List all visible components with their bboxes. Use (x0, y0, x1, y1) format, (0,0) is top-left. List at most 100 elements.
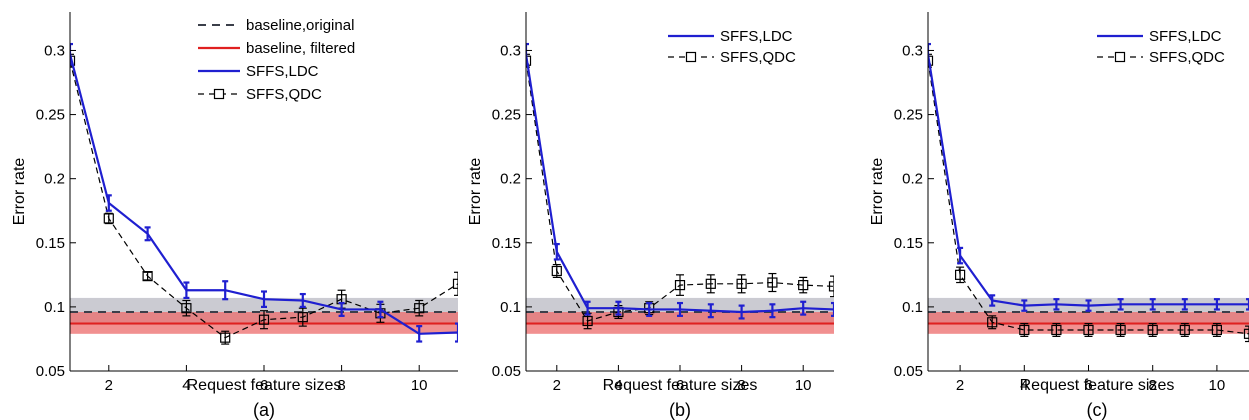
errorbar-qdc (706, 274, 715, 294)
data-point-qdc (928, 55, 934, 66)
errorbar-qdc (415, 299, 424, 317)
legend-label: SFFS,QDC (720, 49, 796, 66)
plot-content (70, 42, 458, 345)
data-point-qdc (1211, 324, 1223, 336)
y-axis-label: Error rate (11, 158, 28, 226)
x-tick-label: 10 (1209, 377, 1226, 394)
plot-area: 0.050.10.150.20.250.32 4 6 8 10SFFS,LDCSFFS,… (894, 12, 1249, 394)
legend-item: SFFS,LDC (1097, 28, 1222, 45)
y-tick-label: 0.05 (36, 363, 65, 380)
legend-item: SFFS,QDC (1097, 49, 1225, 66)
data-point-qdc (1179, 324, 1190, 336)
x-tick-label: 8 (1149, 377, 1157, 394)
legend-label: baseline,original (246, 17, 354, 34)
y-tick-label: 0.3 (902, 42, 923, 59)
plot-content (526, 42, 834, 334)
data-point-qdc (181, 303, 192, 314)
data-point-qdc (1243, 328, 1249, 339)
legend: SFFS,LDC SFFS,QDC (668, 28, 796, 66)
data-point-qdc (258, 314, 270, 325)
x-tick-label: 4 (614, 377, 622, 394)
x-tick-label: 2 (956, 377, 964, 394)
y-tick-label: 0.15 (36, 235, 65, 252)
errorbar-ldc (455, 322, 458, 343)
data-point-qdc (1019, 324, 1030, 336)
y-tick-label: 0.25 (894, 107, 923, 124)
x-tick-label: 10 (795, 377, 812, 394)
x-tick-label: 6 (1084, 377, 1092, 394)
series-line-ldc (928, 54, 1249, 307)
axes: 0.05 0.1 0.15 0.2 0.25 0.3 2 4 6 8 10 (492, 12, 834, 394)
data-point-qdc (551, 265, 562, 277)
errorbar-qdc (298, 307, 307, 327)
data-point-qdc (452, 278, 458, 289)
y-tick-label: 0.25 (492, 107, 521, 124)
y-tick-label: 0.2 (902, 171, 923, 188)
panel-caption: (b) (669, 400, 691, 420)
y-tick-label: 0.05 (894, 363, 923, 380)
x-tick-label: 4 (1020, 377, 1028, 394)
legend: baseline,original baseline, filtered SFFS,… (198, 17, 355, 103)
data-point-qdc (798, 279, 809, 291)
errorbar-qdc (104, 212, 113, 225)
x-tick-label: 2 (105, 377, 113, 394)
errorbar-qdc (676, 274, 684, 296)
y-tick-label: 0.1 (44, 299, 65, 316)
x-axis-label: Request feature sizes (187, 377, 342, 394)
x-tick-label: 8 (737, 377, 745, 394)
chart-panel-c: 0.050.10.150.20.250.32 4 6 8 10SFFS,LDCSFFS,… (869, 12, 1249, 420)
errorbar-qdc (830, 275, 834, 298)
y-tick-label: 0.3 (44, 42, 65, 59)
legend-item: SFFS,QDC (668, 49, 796, 66)
y-axis-label: Error rate (467, 158, 484, 226)
errorbar-qdc (182, 299, 191, 317)
legend-marker (213, 88, 225, 100)
data-point-qdc (220, 332, 231, 343)
errorbar-ldc (526, 42, 529, 66)
errorbar-qdc (768, 272, 777, 293)
data-point-qdc (954, 269, 966, 280)
legend-marker (685, 51, 697, 63)
series-line-ldc (526, 54, 834, 314)
errorbar-ldc (70, 42, 73, 66)
data-point-qdc (103, 213, 114, 224)
errorbar-qdc (260, 310, 268, 330)
legend-item: SFFS,LDC (668, 28, 793, 45)
data-point-qdc (1115, 324, 1126, 336)
legend-item: SFFS,QDC (198, 86, 322, 103)
x-axis-label: Request feature sizes (1020, 377, 1175, 394)
errorbar-ldc (928, 42, 931, 66)
x-tick-label: 6 (260, 377, 268, 394)
legend-label: SFFS,QDC (1149, 49, 1225, 66)
errorbar-qdc (737, 274, 746, 294)
legend-label: SFFS,LDC (1149, 28, 1222, 45)
data-point-qdc (1147, 324, 1158, 336)
plot-area: 0.05 0.1 0.15 0.2 0.25 0.3 2 4 6 8 10 baseline,orig… (36, 12, 458, 394)
errorbar-qdc (1245, 325, 1249, 343)
data-point-qdc (767, 277, 778, 288)
errorbar-ldc (831, 301, 834, 317)
data-point-qdc (582, 315, 593, 327)
errorbar-qdc (454, 271, 458, 296)
legend-label: baseline, filtered (246, 40, 355, 57)
panel-caption: (a) (253, 400, 275, 420)
data-point-qdc (828, 281, 834, 292)
y-tick-label: 0.2 (500, 171, 521, 188)
y-tick-label: 0.25 (36, 107, 65, 124)
errorbar-qdc (143, 271, 152, 281)
data-point-qdc (526, 55, 532, 66)
chart-panel-a: 0.05 0.1 0.15 0.2 0.25 0.3 2 4 6 8 10 baseline,orig… (11, 12, 458, 420)
plot-content (928, 42, 1249, 343)
x-axis-label: Request feature sizes (603, 377, 758, 394)
legend-item: SFFS,LDC (198, 63, 319, 80)
plot-area: 0.050.10.150.20.250.32 4 6 8 10SFFS,LDCSFFS,… (492, 12, 834, 394)
data-point-qdc (736, 278, 747, 289)
y-axis-label: Error rate (869, 158, 886, 226)
y-tick-label: 0.15 (492, 235, 521, 252)
legend-label: SFFS,LDC (246, 63, 319, 80)
data-point-qdc (705, 278, 716, 289)
data-point-qdc (1051, 324, 1062, 336)
y-tick-label: 0.05 (492, 363, 521, 380)
x-tick-label: 10 (411, 377, 428, 394)
